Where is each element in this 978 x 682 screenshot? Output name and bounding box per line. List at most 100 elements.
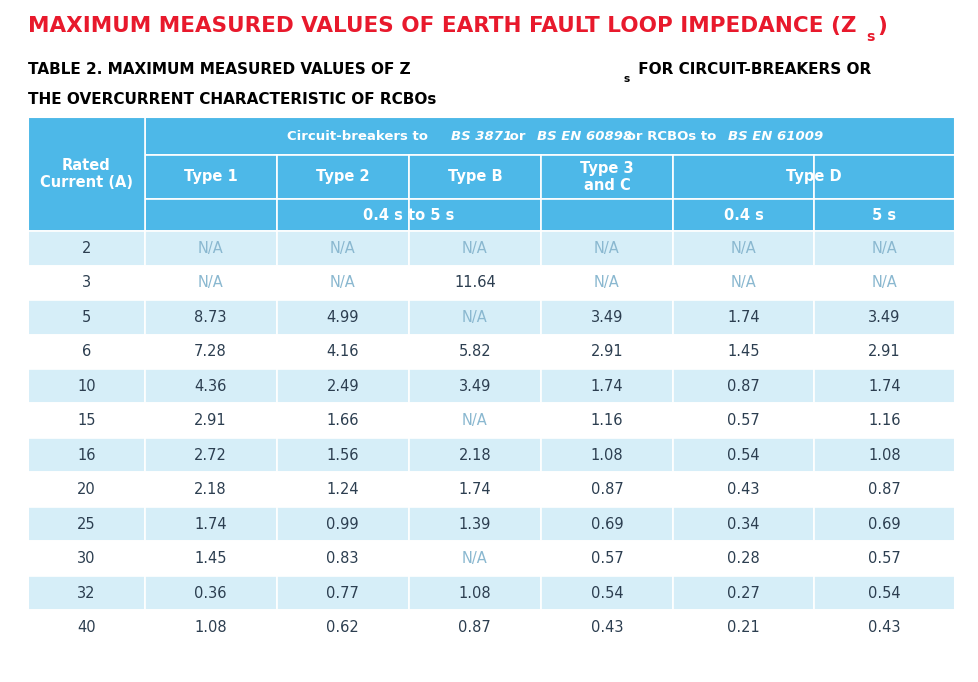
Text: 0.54: 0.54 [590, 586, 623, 601]
Bar [28, 507, 145, 542]
Text: N/A: N/A [462, 413, 487, 428]
Text: 10: 10 [77, 379, 96, 394]
Text: 1.45: 1.45 [727, 344, 759, 359]
Text: 30: 30 [77, 551, 96, 566]
Bar [813, 542, 954, 576]
Text: 1.16: 1.16 [590, 413, 623, 428]
Bar [145, 473, 277, 507]
Bar [28, 438, 145, 473]
Bar [541, 610, 672, 645]
Text: 0.34: 0.34 [727, 517, 759, 532]
Text: N/A: N/A [594, 276, 619, 291]
Text: 40: 40 [77, 620, 96, 635]
Bar [409, 576, 541, 610]
Bar [813, 576, 954, 610]
Bar [541, 334, 672, 369]
Bar [28, 369, 145, 404]
Text: 2.18: 2.18 [194, 482, 227, 497]
Bar [813, 473, 954, 507]
Text: 0.87: 0.87 [458, 620, 491, 635]
Bar [277, 199, 409, 231]
Bar [28, 610, 145, 645]
Bar [541, 542, 672, 576]
Text: 5: 5 [81, 310, 91, 325]
Text: BS EN 61009: BS EN 61009 [728, 130, 822, 143]
Text: 0.43: 0.43 [590, 620, 623, 635]
Text: 6: 6 [81, 344, 91, 359]
Bar [277, 507, 409, 542]
Text: 16: 16 [77, 448, 96, 463]
Text: 1.08: 1.08 [867, 448, 900, 463]
Text: N/A: N/A [462, 241, 487, 256]
Text: 1.74: 1.74 [458, 482, 491, 497]
Text: 2.91: 2.91 [194, 413, 227, 428]
Bar [145, 610, 277, 645]
Text: 0.43: 0.43 [867, 620, 900, 635]
Text: 2.49: 2.49 [326, 379, 359, 394]
Bar [813, 231, 954, 265]
Text: 4.99: 4.99 [326, 310, 359, 325]
Bar [541, 300, 672, 334]
Text: 0.62: 0.62 [326, 620, 359, 635]
Text: 25: 25 [77, 517, 96, 532]
Text: 0.4 s: 0.4 s [723, 207, 763, 222]
Text: 0.99: 0.99 [326, 517, 359, 532]
Bar [672, 334, 813, 369]
Text: 0.4 s to 5 s: 0.4 s to 5 s [363, 207, 454, 222]
Text: 0.87: 0.87 [727, 379, 759, 394]
Text: 3.49: 3.49 [458, 379, 491, 394]
Text: 1.08: 1.08 [458, 586, 491, 601]
Bar [813, 300, 954, 334]
Text: N/A: N/A [462, 310, 487, 325]
Bar [145, 576, 277, 610]
Text: 1.08: 1.08 [590, 448, 623, 463]
Text: 0.27: 0.27 [727, 586, 759, 601]
Text: BS 3871: BS 3871 [451, 130, 511, 143]
Text: 2: 2 [81, 241, 91, 256]
Bar [277, 438, 409, 473]
Text: 0.21: 0.21 [727, 620, 759, 635]
Text: 4.36: 4.36 [195, 379, 227, 394]
Text: 0.36: 0.36 [195, 586, 227, 601]
Bar [813, 199, 954, 231]
Text: 3: 3 [81, 276, 91, 291]
Bar [813, 369, 954, 404]
Text: 15: 15 [77, 413, 96, 428]
Bar [277, 542, 409, 576]
Bar [541, 155, 672, 199]
Bar [672, 438, 813, 473]
Text: 3.49: 3.49 [867, 310, 900, 325]
Text: THE OVERCURRENT CHARACTERISTIC OF RCBOs: THE OVERCURRENT CHARACTERISTIC OF RCBOs [28, 92, 436, 107]
Text: 2.18: 2.18 [458, 448, 491, 463]
Text: 1.74: 1.74 [727, 310, 759, 325]
Bar [672, 369, 813, 404]
Text: N/A: N/A [330, 241, 355, 256]
Bar [277, 473, 409, 507]
Text: 2.72: 2.72 [194, 448, 227, 463]
Bar [145, 117, 954, 155]
Bar [145, 199, 277, 231]
Bar [813, 155, 954, 199]
Text: N/A: N/A [730, 241, 756, 256]
Text: 0.54: 0.54 [867, 586, 900, 601]
Bar [409, 369, 541, 404]
Bar [672, 542, 813, 576]
Text: Rated
Current (A): Rated Current (A) [40, 158, 133, 190]
Text: 1.08: 1.08 [194, 620, 227, 635]
Bar [672, 199, 813, 231]
Bar [28, 155, 145, 199]
Text: 1.39: 1.39 [458, 517, 491, 532]
Text: 0.43: 0.43 [727, 482, 759, 497]
Bar [28, 576, 145, 610]
Bar [277, 231, 409, 265]
Bar [145, 231, 277, 265]
Bar [672, 507, 813, 542]
Bar [409, 265, 541, 300]
Bar [145, 334, 277, 369]
Bar [277, 610, 409, 645]
Bar [145, 369, 277, 404]
Bar [28, 404, 145, 438]
Text: 5.82: 5.82 [458, 344, 491, 359]
Text: 32: 32 [77, 586, 96, 601]
Bar [541, 199, 672, 231]
